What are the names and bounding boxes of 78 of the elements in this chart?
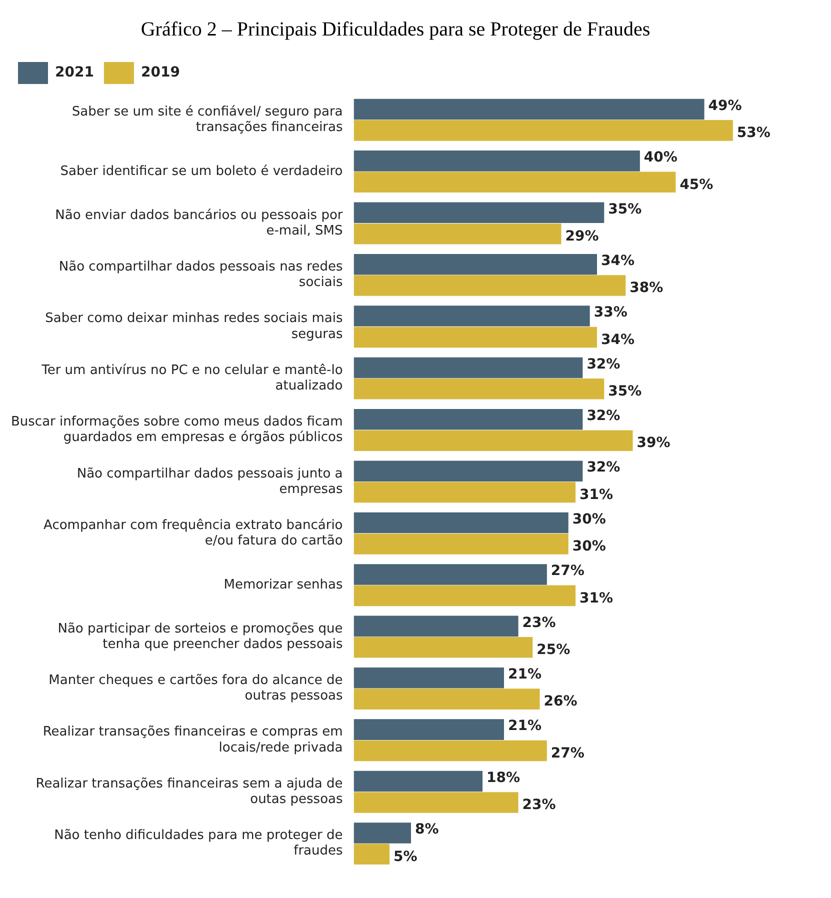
data-label: 21% [508,666,542,683]
data-label: 35% [608,201,642,218]
bar [354,822,412,844]
bar [354,636,533,658]
y-tick-label: Saber como deixar minhas redes sociais mais seguras [45,311,343,342]
data-label: 8% [415,822,439,838]
legend-label: 2019 [140,64,180,81]
data-label: 30% [572,511,606,528]
data-label: 23% [522,614,556,631]
bar [354,844,390,865]
bar [354,98,704,120]
data-label: 31% [580,590,614,606]
y-tick-label: Realizar transações financeiras e compras em locais/rede privada [42,724,343,756]
data-label: 34% [601,252,635,269]
bar [354,326,597,348]
y-tick-label: Saber se um site é confiável/ seguro para transações financeiras [72,104,343,136]
data-label: 27% [550,563,584,580]
bar [354,378,604,400]
data-label: 26% [544,694,578,710]
bar [354,306,590,326]
bar [354,688,540,710]
data-label: 49% [708,98,742,114]
bar [354,150,640,172]
bar [354,254,597,275]
data-label: 38% [630,280,664,296]
bar [354,534,568,554]
data-label: 39% [636,435,670,452]
data-label: 32% [586,408,620,424]
data-label: 31% [580,486,614,503]
y-tick-label: Acompanhar com frequência extrato bancário e/ou fatura do cartão [44,518,343,549]
bar [354,512,568,534]
bar [354,667,504,688]
bar [354,719,504,740]
y-tick-label: Memorizar senhas [224,577,343,592]
y-tick-label: Ter um antivírus no PC e no celular e mantê-lo atualizado [40,362,343,394]
y-tick-label: Não compartilhar dados pessoais junto a empresas [76,466,343,497]
data-label: 23% [522,797,556,814]
data-label: 25% [536,642,570,658]
data-label: 32% [586,356,620,372]
y-tick-label: Saber identificar se um boleto é verdadeiro [60,164,343,179]
data-label: 34% [601,332,635,348]
bar [354,275,626,296]
bar [354,740,547,762]
bar [354,616,518,637]
y-tick-label: Realizar transações financeiras sem a ajuda de outas pessoas [36,776,343,808]
bar [354,120,733,141]
bar [354,430,633,451]
bar [354,460,583,482]
data-label: 5% [394,848,418,865]
data-label: 53% [736,125,770,142]
bar [354,770,483,792]
data-label: 35% [608,384,642,400]
y-tick-label: Manter cheques e cartões fora do alcance de outras pessoas [48,673,343,704]
y-tick-label: Buscar informações sobre como meus dados ficam guardados em empresas e órgãos públicos [10,414,343,446]
bar [354,202,604,224]
data-label: 40% [644,150,678,166]
bar [354,223,562,244]
chart-title: Gráfico 2 – Principais Dificuldades para se Proteger de Fraudes [140,18,650,40]
data-label: 32% [586,460,620,476]
data-label: 45% [680,176,714,193]
bar [354,172,676,193]
data-label: 21% [508,718,542,734]
data-label: 27% [550,745,584,762]
data-label: 29% [565,228,599,244]
legend-label: 2021 [55,64,94,81]
y-tick-label: Não tenho dificuldades para me proteger de fraudes [54,828,343,859]
bar [354,482,576,503]
y-tick-label: Não participar de sorteios e promoções que tenha que preencher dados pessoais [58,621,343,652]
bar [354,792,518,813]
bar [354,585,576,606]
y-tick-label: Não enviar dados bancários ou pessoais por e-mail, SMS [55,208,344,238]
bar [354,564,547,585]
bar [354,357,583,378]
data-label: 30% [572,538,606,555]
data-label: 18% [486,770,520,786]
y-tick-label: Não compartilhar dados pessoais nas redes sociais [58,260,343,290]
data-label: 33% [594,304,628,321]
bar [354,409,583,430]
